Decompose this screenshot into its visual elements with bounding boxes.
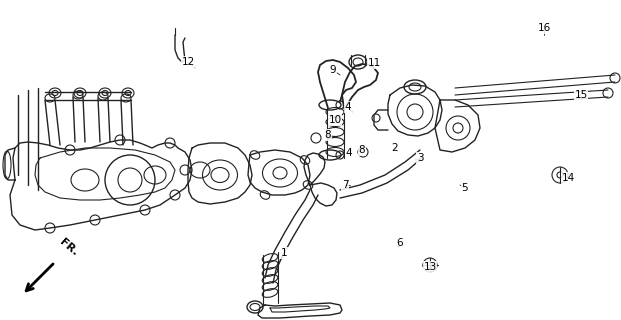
Text: 3: 3 <box>417 153 424 163</box>
Text: 1: 1 <box>281 248 288 258</box>
Text: 6: 6 <box>397 238 403 248</box>
Text: 7: 7 <box>342 180 348 190</box>
Text: 16: 16 <box>537 23 551 33</box>
Text: 8: 8 <box>359 145 365 155</box>
Text: 14: 14 <box>561 173 574 183</box>
Text: FR.: FR. <box>58 237 80 258</box>
Text: 4: 4 <box>346 148 352 158</box>
Text: 2: 2 <box>392 143 398 153</box>
Text: 5: 5 <box>461 183 468 193</box>
Text: 9: 9 <box>330 65 337 75</box>
Text: 4: 4 <box>345 102 351 112</box>
Text: 12: 12 <box>181 57 194 67</box>
Text: 13: 13 <box>424 262 437 272</box>
Text: 11: 11 <box>368 58 381 68</box>
Text: 15: 15 <box>574 90 587 100</box>
Text: 10: 10 <box>329 115 342 125</box>
Text: 8: 8 <box>325 130 332 140</box>
